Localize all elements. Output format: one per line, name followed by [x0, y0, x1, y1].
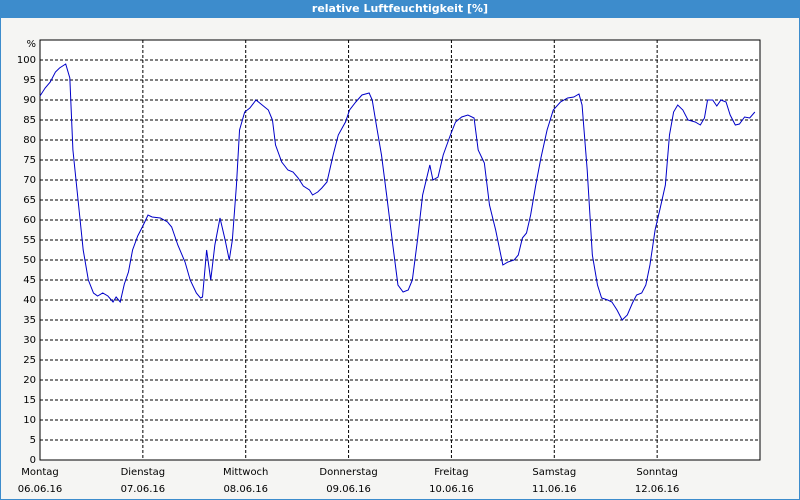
x-tick-date: 11.06.16 — [532, 484, 577, 495]
data-line — [39, 63, 756, 321]
y-tick-label: 85 — [23, 115, 36, 126]
x-tick-date: 08.06.16 — [223, 484, 268, 495]
y-tick-label: 70 — [23, 175, 36, 186]
y-tick-label: 0 — [30, 455, 36, 466]
y-tick-label: 55 — [23, 235, 36, 246]
y-tick-label: 35 — [23, 315, 36, 326]
y-tick-label: 95 — [23, 75, 36, 86]
y-tick-label: 25 — [23, 355, 36, 366]
y-axis-label: % — [26, 39, 36, 50]
y-tick-label: 90 — [23, 95, 36, 106]
x-tick-label: Samstag — [532, 467, 576, 478]
x-tick-date: 06.06.16 — [18, 484, 63, 495]
y-tick-label: 75 — [23, 155, 36, 166]
y-tick-label: 80 — [23, 135, 36, 146]
y-tick-label: 100 — [17, 55, 36, 66]
y-tick-label: 50 — [23, 255, 36, 266]
y-tick-label: 30 — [23, 335, 36, 346]
y-tick-label: 65 — [23, 195, 36, 206]
x-tick-date: 09.06.16 — [326, 484, 371, 495]
x-tick-label: Montag — [21, 467, 58, 478]
x-tick-label: Donnerstag — [319, 467, 377, 478]
x-tick-label: Freitag — [434, 467, 468, 478]
y-tick-label: 40 — [23, 295, 36, 306]
y-tick-label: 20 — [23, 375, 36, 386]
x-tick-date: 12.06.16 — [635, 484, 680, 495]
y-tick-label: 5 — [30, 435, 36, 446]
plot-border — [39, 39, 761, 461]
y-tick-label: 60 — [23, 215, 36, 226]
x-tick-label: Mittwoch — [223, 467, 268, 478]
x-tick-date: 07.06.16 — [121, 484, 166, 495]
x-tick-label: Dienstag — [121, 467, 166, 478]
plot-area — [40, 40, 760, 460]
x-tick-date: 10.06.16 — [429, 484, 474, 495]
y-tick-label: 45 — [23, 275, 36, 286]
y-tick-label: 10 — [23, 415, 36, 426]
x-tick-label: Sonntag — [636, 467, 678, 478]
y-tick-label: 15 — [23, 395, 36, 406]
title-bar — [0, 0, 800, 18]
chart-title: relative Luftfeuchtigkeit [%] — [312, 2, 488, 15]
